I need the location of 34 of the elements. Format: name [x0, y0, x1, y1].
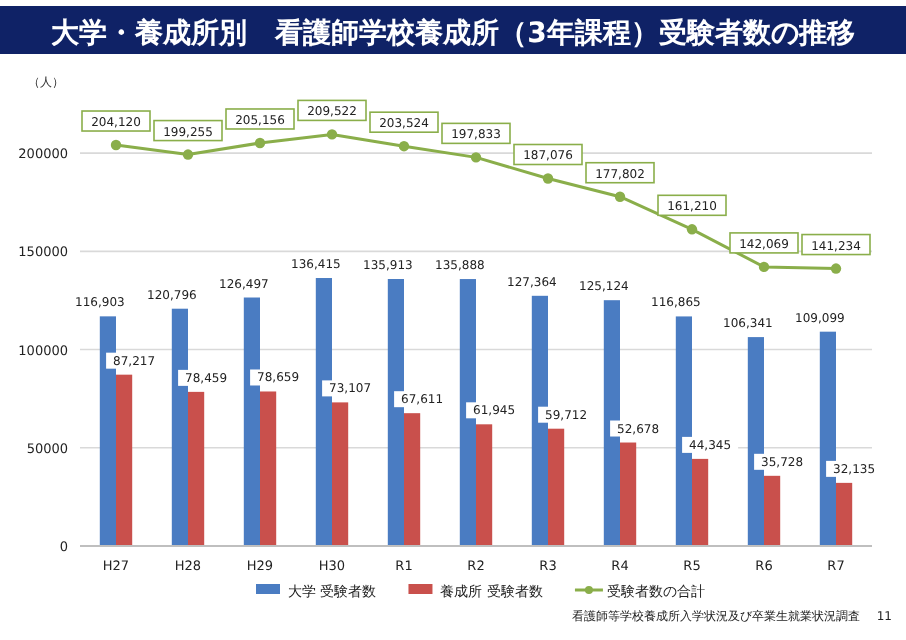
point — [614, 191, 626, 202]
bar — [675, 316, 692, 546]
point — [470, 152, 482, 163]
bar — [404, 413, 421, 546]
bar — [116, 374, 133, 546]
bar — [171, 308, 188, 546]
point — [182, 149, 194, 160]
point — [542, 173, 554, 184]
bar — [747, 337, 764, 546]
point — [686, 224, 698, 235]
bar — [188, 391, 205, 546]
bar — [260, 391, 277, 546]
bar — [819, 331, 836, 546]
point — [254, 137, 266, 149]
bar — [836, 482, 853, 546]
point — [830, 263, 842, 274]
point — [398, 140, 410, 152]
bar — [620, 442, 637, 546]
bar — [764, 475, 781, 546]
bar — [603, 300, 620, 546]
bar — [332, 402, 349, 546]
point — [110, 139, 122, 151]
bar — [548, 428, 565, 546]
bar — [459, 279, 476, 546]
bar — [692, 458, 709, 546]
chart-title: 大学・養成所別 看護師学校養成所（3年課程）受験者数の推移 — [51, 16, 855, 50]
point — [326, 129, 338, 140]
bar — [531, 295, 548, 546]
bar — [99, 316, 116, 546]
bar — [476, 424, 493, 546]
bar — [387, 279, 404, 546]
bar — [243, 297, 260, 546]
point — [758, 261, 770, 273]
bar — [315, 278, 332, 546]
